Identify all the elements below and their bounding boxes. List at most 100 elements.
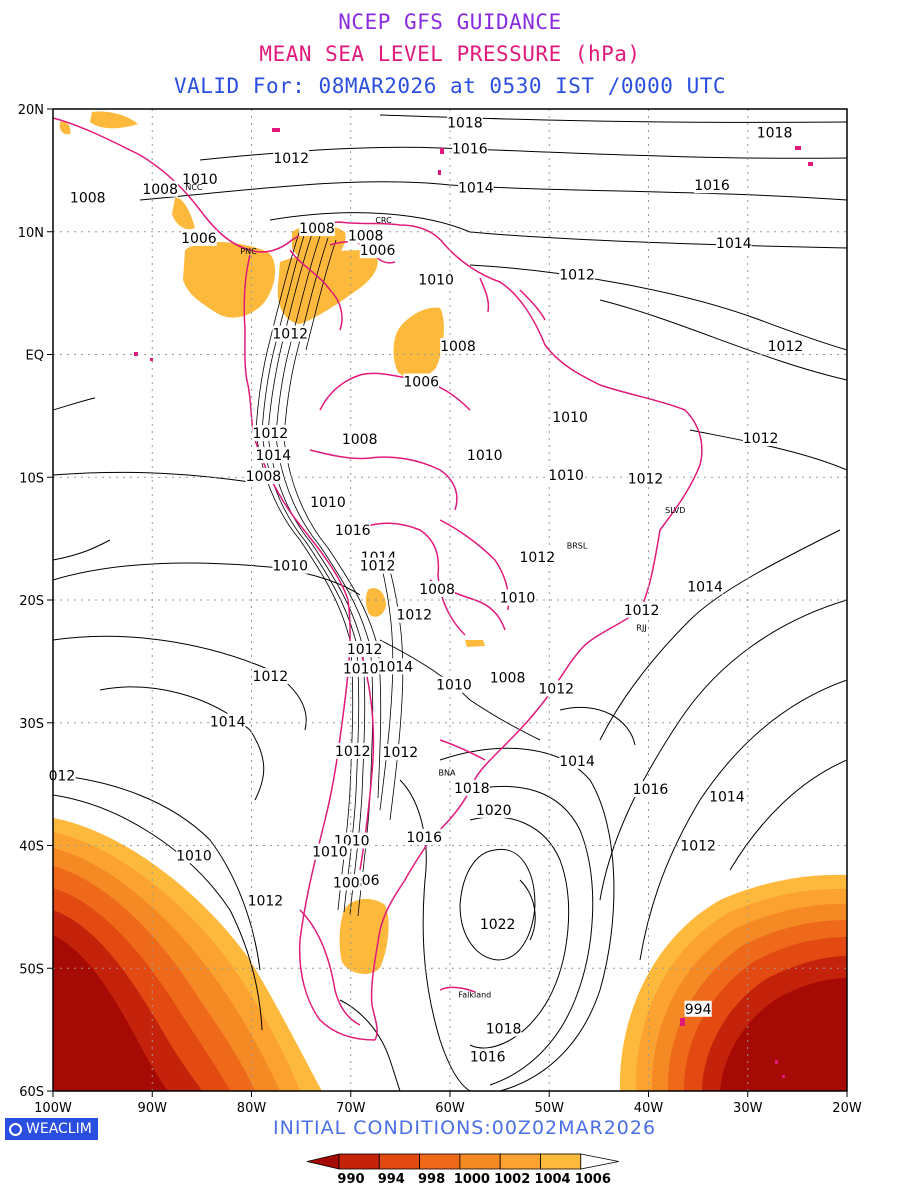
contour-label-bg — [452, 140, 488, 157]
contour-label: 1008 — [419, 582, 455, 598]
contour-label-bg — [69, 189, 106, 206]
contour-label-bg — [342, 660, 379, 677]
color-legend: 990 994 998 1000 1002 1004 1006 — [306, 1153, 619, 1187]
contour-label-bg — [742, 429, 779, 446]
contour-label: 1012 — [743, 431, 779, 447]
contour-label-bg — [332, 874, 369, 891]
chart-subtitle: MEAN SEA LEVEL PRESSURE (hPa) — [259, 42, 641, 66]
place-label: RJJ — [636, 624, 646, 633]
legend-label: 1004 — [534, 1172, 570, 1187]
legend-label: 1006 — [575, 1172, 611, 1187]
contour-label-bg — [182, 170, 218, 187]
contour-label-bg — [684, 1000, 712, 1017]
contour-label-bg — [548, 466, 584, 483]
contour-label-bg — [48, 767, 76, 784]
contour-label: 1006 — [403, 375, 439, 391]
y-tick-label: 40S — [19, 840, 44, 855]
legend-swatch — [419, 1153, 461, 1170]
contour-label-bg — [341, 431, 378, 448]
contour-label: 06 — [362, 873, 380, 889]
contour-label-bg — [559, 266, 595, 283]
x-axis-labels: 100W 90W 80W 70W 60W 50W 40W 30W 20W — [34, 1101, 862, 1116]
place-label: NCC — [185, 183, 203, 192]
contour-label: 1016 — [470, 1050, 506, 1066]
contour-label-bg — [440, 337, 476, 354]
contour-label-bg — [447, 114, 483, 131]
contour-label: 1010 — [436, 678, 472, 694]
contour-label-bg — [252, 425, 289, 442]
contour-label: 1006 — [360, 243, 396, 259]
y-tick-label: 50S — [19, 962, 44, 977]
legend-arrow-high — [580, 1153, 619, 1170]
contour-label-bg — [687, 578, 723, 595]
y-tick-label: 20S — [19, 594, 44, 609]
contour-label-bg — [272, 325, 309, 342]
map-content — [53, 111, 847, 1091]
contour-label: 1018 — [486, 1021, 522, 1037]
contour-label: 1008 — [342, 432, 378, 448]
weaclim-logo: WEACLIM — [5, 1118, 98, 1140]
x-tick-label: 60W — [435, 1101, 465, 1116]
contour-label-bg — [359, 242, 396, 259]
contour-label: 1020 — [476, 803, 512, 819]
contour-label: 1014 — [559, 754, 595, 770]
x-tick-label: 100W — [34, 1101, 72, 1116]
place-label: PNC — [240, 247, 257, 256]
contour-label: 1010 — [272, 559, 308, 575]
contour-label: 1012 — [520, 550, 556, 566]
contour-label-bg — [382, 744, 419, 761]
contour-label-bg — [272, 557, 309, 574]
contour-labels: 1018 1018 1016 1012 1010 1008 1014 1016 1008 1008… — [48, 114, 804, 1066]
legend-swatch — [459, 1153, 501, 1170]
contour-label: 1016 — [452, 141, 488, 157]
contour-label-bg — [418, 271, 454, 288]
contour-label-bg — [479, 916, 516, 933]
southeast-low-shading — [619, 874, 847, 1091]
contour-label: 994 — [685, 1002, 712, 1018]
contour-label-bg — [347, 227, 384, 244]
contour-label: 1012 — [253, 669, 289, 685]
axis-ticks — [47, 108, 848, 1097]
contour-label-bg — [519, 549, 556, 566]
contour-label-bg — [559, 752, 595, 769]
contour-label: 1012 — [360, 559, 396, 575]
contour-label-bg — [709, 788, 745, 805]
contour-label-bg — [627, 470, 664, 487]
valid-time: VALID For: 08MAR2026 at 0530 IST /0000 U… — [173, 74, 726, 98]
legend-label: 1002 — [494, 1172, 530, 1187]
contour-label: 1012 — [559, 268, 595, 284]
contour-label-bg — [209, 713, 246, 730]
contour-label: 1018 — [447, 116, 483, 132]
contour-label-bg — [538, 680, 574, 697]
legend-label: 990 — [337, 1172, 364, 1187]
legend-label: 1000 — [454, 1172, 490, 1187]
y-tick-label: 10S — [19, 471, 44, 486]
contour-label-bg — [255, 447, 292, 464]
contour-label: 1008 — [440, 339, 476, 355]
contour-label: 1010 — [548, 468, 584, 484]
contour-label-bg — [176, 847, 212, 864]
contour-label: 1012 — [248, 894, 284, 910]
x-tick-label: 70W — [336, 1101, 366, 1116]
contour-label: 1010 — [552, 410, 588, 426]
islands — [134, 128, 813, 1078]
contour-label: 1014 — [378, 659, 414, 675]
copyright-icon — [9, 1122, 22, 1136]
y-tick-label: 10N — [18, 226, 44, 241]
contour-label: 1012 — [680, 839, 716, 855]
contour-label: 1012 — [396, 608, 432, 624]
contour-label-bg — [436, 676, 472, 693]
contour-label-bg — [767, 337, 804, 354]
contour-label-bg — [396, 606, 433, 623]
contour-label-bg — [756, 124, 793, 141]
contour-label: 1018 — [454, 781, 490, 797]
contour-label: 1014 — [256, 448, 292, 464]
legend-swatch — [499, 1153, 541, 1170]
place-labels: NCC CRC PNC BRSL SLVD RJJ BNA Falkland — [185, 183, 685, 1000]
contour-label: 1008 — [299, 221, 335, 237]
contour-label-bg — [299, 220, 335, 237]
contour-label-bg — [247, 892, 284, 909]
contour-label: 1014 — [716, 236, 752, 252]
contour-label: 1012 — [335, 744, 371, 760]
